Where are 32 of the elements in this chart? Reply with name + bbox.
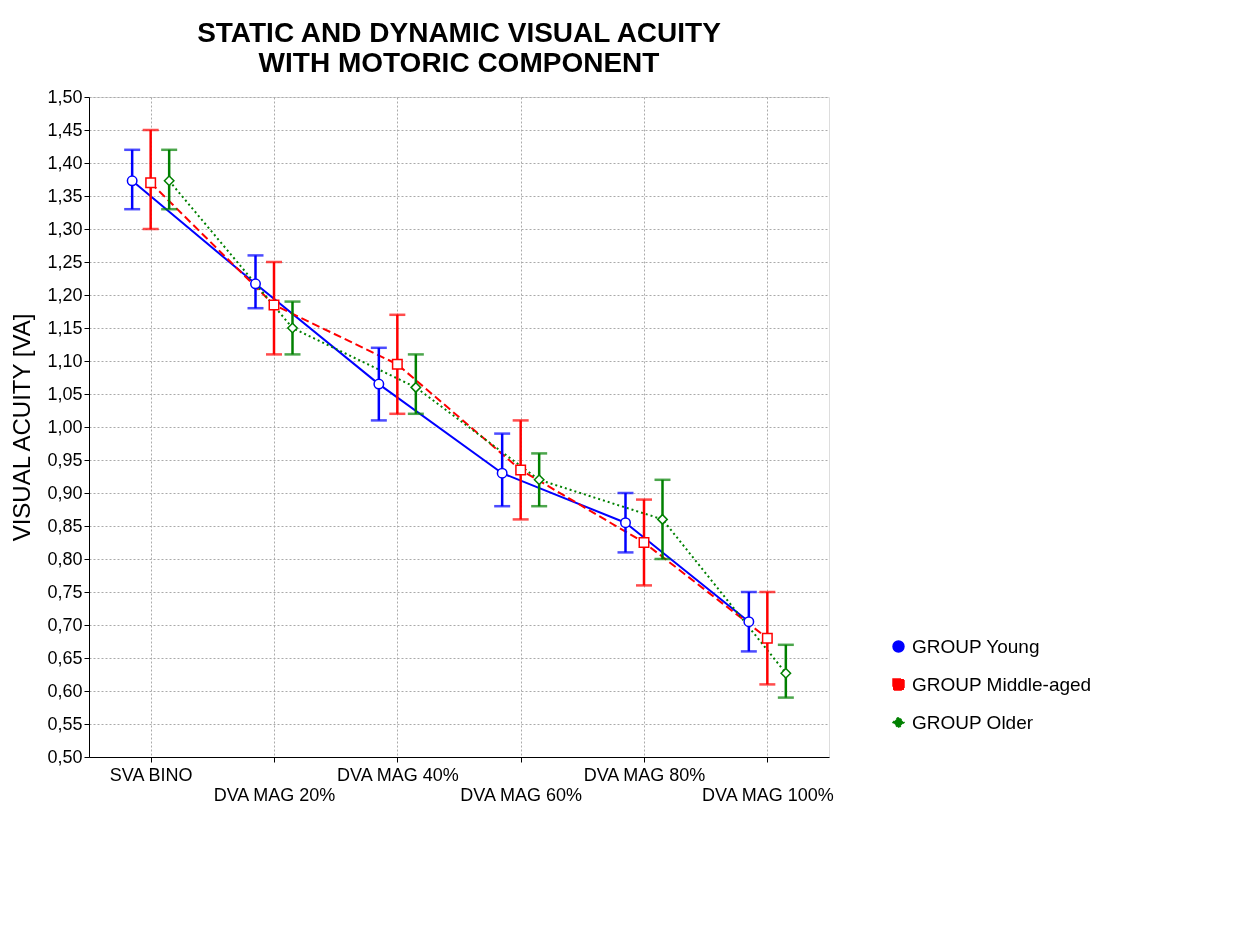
- y-tick-label: 0,85: [47, 515, 83, 536]
- y-tick-label: 0,75: [47, 581, 83, 602]
- y-tick-label: 1,25: [47, 251, 83, 272]
- y-tick-label: 1,50: [47, 86, 83, 107]
- y-tick-label: 0,60: [47, 680, 83, 701]
- y-tick-label: 1,20: [47, 284, 83, 305]
- x-tick-label: DVA MAG 100%: [701, 784, 834, 805]
- y-tick-label: 1,00: [47, 416, 83, 437]
- x-tick-label: DVA MAG 80%: [583, 764, 706, 785]
- y-tick-label: 1,45: [47, 119, 83, 140]
- y-tick-label: 0,95: [47, 449, 83, 470]
- x-tick-label: DVA MAG 60%: [460, 784, 583, 805]
- legend-label: GROUP Young: [912, 635, 1040, 657]
- y-tick-label: 0,80: [47, 548, 83, 569]
- y-tick-label: 1,10: [47, 350, 83, 371]
- legend-label: GROUP Middle-aged: [912, 673, 1092, 695]
- legend-label: GROUP Older: [912, 711, 1034, 733]
- x-tick-label: DVA MAG 40%: [336, 764, 459, 785]
- y-tick-label: 1,35: [47, 185, 83, 206]
- y-tick-label: 0,65: [47, 647, 83, 668]
- x-tick-label: SVA BINO: [109, 764, 193, 785]
- y-tick-label: 1,30: [47, 218, 83, 239]
- y-tick-label: 1,05: [47, 383, 83, 404]
- y-tick-label: 0,90: [47, 482, 83, 503]
- y-axis-title: VISUAL ACUITY [VA]: [8, 313, 36, 542]
- y-tick-label: 0,50: [47, 746, 83, 767]
- chart-title: STATIC AND DYNAMIC VISUAL ACUITY WITH MOTORIC COMPONENT: [197, 17, 722, 78]
- x-tick-label: DVA MAG 20%: [213, 784, 336, 805]
- y-tick-label: 0,70: [47, 614, 83, 635]
- y-tick-label: 0,55: [47, 713, 83, 734]
- y-tick-label: 1,15: [47, 317, 83, 338]
- y-tick-label: 1,40: [47, 152, 83, 173]
